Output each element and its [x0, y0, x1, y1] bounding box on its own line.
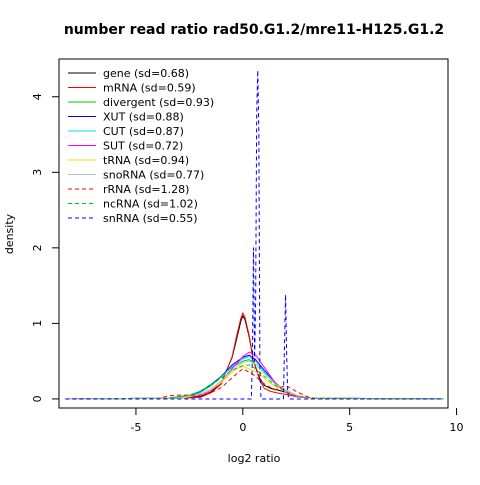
series-line-10 — [65, 69, 444, 400]
series-layer — [65, 69, 444, 400]
legend-label: gene (sd=0.68) — [103, 67, 189, 80]
x-axis-label: log2 ratio — [228, 452, 281, 465]
x-tick-label: 10 — [450, 421, 464, 434]
y-axis-label: density — [3, 213, 16, 254]
series-line-9 — [65, 364, 444, 400]
series-line-5 — [65, 351, 444, 400]
series-line-8 — [65, 368, 444, 400]
y-tick-label: 1 — [31, 320, 44, 327]
chart-title: number read ratio rad50.G1.2/mre11-H125.… — [64, 22, 444, 38]
series-line-1 — [65, 312, 444, 400]
legend-label: tRNA (sd=0.94) — [103, 154, 189, 167]
legend-label: XUT (sd=0.88) — [103, 111, 184, 124]
legend-label: ncRNA (sd=1.02) — [103, 198, 198, 211]
legend-label: SUT (sd=0.72) — [103, 140, 183, 153]
legend-label: snRNA (sd=0.55) — [103, 212, 198, 225]
plot-frame — [58, 58, 449, 409]
legend-label: divergent (sd=0.93) — [103, 96, 214, 109]
legend-label: mRNA (sd=0.59) — [103, 82, 196, 95]
legend-label: rRNA (sd=1.28) — [103, 183, 189, 196]
y-tick-label: 2 — [31, 244, 44, 251]
y-tick-label: 3 — [31, 169, 44, 176]
series-line-6 — [65, 365, 444, 400]
series-line-0 — [65, 315, 444, 400]
legend: gene (sd=0.68) mRNA (sd=0.59)divergent (s… — [68, 67, 214, 225]
axes-layer: -5 0 5 10 0 1 2 3 4 — [31, 93, 464, 434]
x-tick-label: 0 — [239, 421, 246, 434]
legend-label: snoRNA (sd=0.77) — [103, 169, 204, 182]
x-tick-label: 5 — [346, 421, 353, 434]
series-line-3 — [65, 354, 444, 400]
series-line-7 — [65, 360, 444, 400]
y-tick-label: 0 — [31, 395, 44, 402]
y-tick-label: 4 — [31, 93, 44, 100]
x-tick-label: -5 — [130, 421, 141, 434]
legend-label: CUT (sd=0.87) — [103, 125, 184, 138]
